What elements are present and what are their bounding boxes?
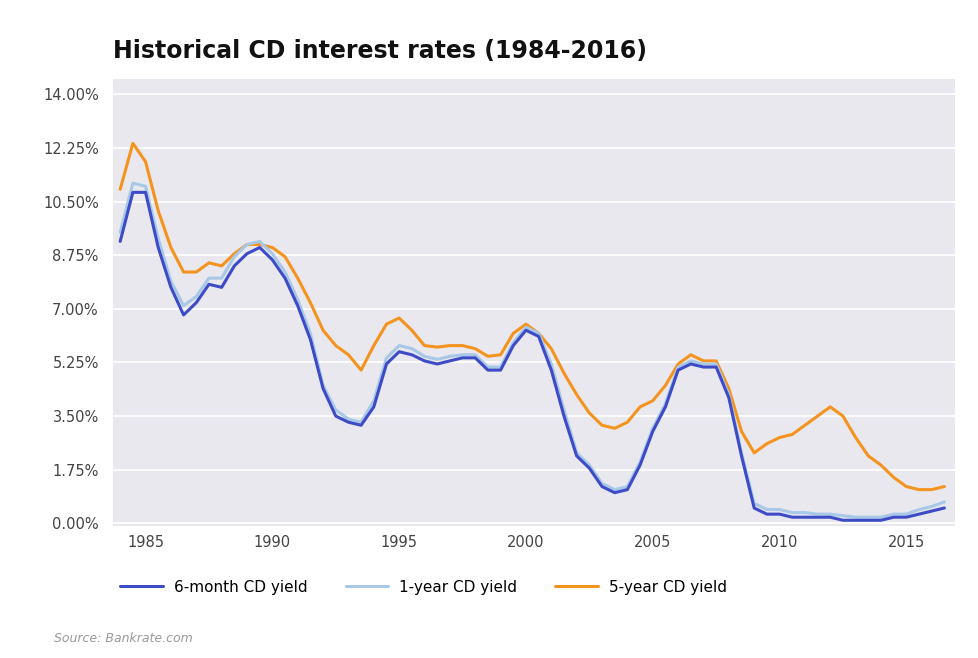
1-year CD yield [773, 505, 784, 513]
5-year CD yield [114, 186, 126, 193]
1-year CD yield [849, 513, 861, 521]
5-year CD yield [190, 268, 201, 276]
Line: 6-month CD yield: 6-month CD yield [120, 192, 944, 520]
6-month CD yield [127, 188, 139, 196]
5-year CD yield [330, 342, 341, 349]
1-year CD yield [481, 363, 493, 371]
Legend: 6-month CD yield, 1-year CD yield, 5-year CD yield: 6-month CD yield, 1-year CD yield, 5-yea… [120, 580, 726, 595]
5-year CD yield [773, 434, 784, 442]
1-year CD yield [114, 228, 126, 236]
6-month CD yield [190, 299, 201, 307]
6-month CD yield [938, 504, 950, 512]
6-month CD yield [330, 412, 341, 420]
5-year CD yield [494, 351, 506, 359]
5-year CD yield [481, 353, 493, 361]
1-year CD yield [190, 293, 201, 301]
Text: Source: Bankrate.com: Source: Bankrate.com [54, 632, 193, 645]
5-year CD yield [380, 320, 392, 328]
6-month CD yield [481, 366, 493, 374]
5-year CD yield [127, 139, 139, 147]
1-year CD yield [938, 498, 950, 506]
1-year CD yield [494, 363, 506, 371]
6-month CD yield [114, 238, 126, 245]
5-year CD yield [912, 486, 924, 494]
Line: 5-year CD yield: 5-year CD yield [120, 143, 944, 490]
Text: Historical CD interest rates (1984-2016): Historical CD interest rates (1984-2016) [112, 39, 645, 63]
1-year CD yield [330, 406, 341, 414]
1-year CD yield [380, 354, 392, 362]
1-year CD yield [127, 179, 139, 187]
5-year CD yield [938, 482, 950, 490]
6-month CD yield [494, 366, 506, 374]
6-month CD yield [380, 360, 392, 368]
6-month CD yield [773, 510, 784, 518]
Line: 1-year CD yield: 1-year CD yield [120, 183, 944, 517]
6-month CD yield [836, 517, 848, 524]
